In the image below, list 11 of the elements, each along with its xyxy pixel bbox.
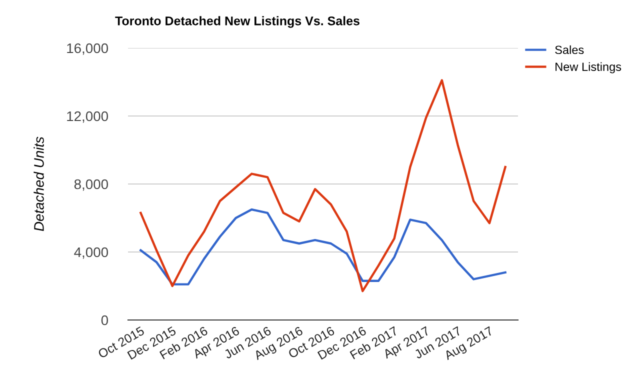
chart-title: Toronto Detached New Listings Vs. Sales <box>115 16 360 28</box>
line-series <box>140 79 506 292</box>
legend-label: Sales <box>555 45 584 54</box>
y-tick-label: 0 <box>101 315 108 326</box>
y-tick-label: 12,000 <box>67 111 108 123</box>
y-axis-title: Detached Units <box>34 136 44 232</box>
line-series <box>140 208 506 286</box>
y-tick-label: 8,000 <box>74 179 108 191</box>
y-tick-label: 4,000 <box>74 247 108 259</box>
y-tick-label: 16,000 <box>67 43 108 55</box>
legend-label: New Listings <box>556 62 622 74</box>
